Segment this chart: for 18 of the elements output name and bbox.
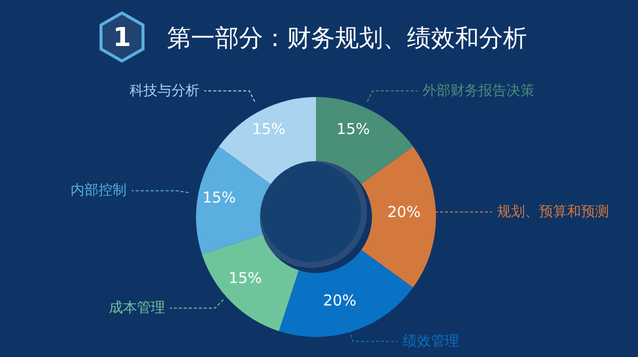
slice-label: 科技与分析 bbox=[129, 82, 200, 99]
slice-label: 成本管理 bbox=[108, 300, 165, 316]
hexagon-icon: 1 bbox=[100, 11, 144, 63]
slice-label: 规划、预算和预测 bbox=[497, 204, 609, 220]
chart-title: 第一部分：财务规划、绩效和分析 bbox=[167, 24, 527, 52]
donut-slice bbox=[218, 97, 316, 184]
slice-label: 绩效管理 bbox=[403, 333, 460, 350]
data-label: 15% bbox=[336, 120, 370, 138]
slice-label: 内部控制 bbox=[70, 182, 127, 199]
data-label: 15% bbox=[252, 120, 286, 138]
donut-slice bbox=[196, 146, 271, 254]
data-label: 20% bbox=[323, 291, 356, 310]
donut-slice bbox=[316, 97, 414, 184]
data-label: 15% bbox=[228, 268, 262, 287]
slice-label: 外部财务报告决策 bbox=[422, 82, 535, 99]
donut-slice bbox=[202, 234, 299, 332]
data-label: 15% bbox=[202, 188, 236, 206]
data-label: 20% bbox=[387, 203, 421, 221]
